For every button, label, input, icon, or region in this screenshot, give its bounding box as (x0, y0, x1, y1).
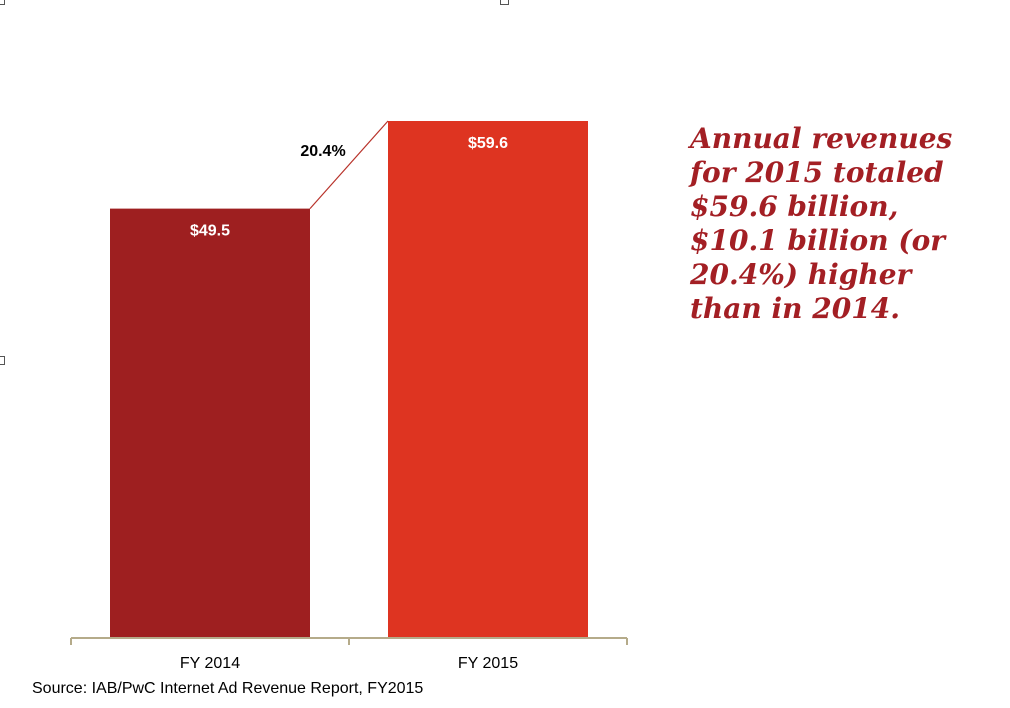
x-tick-label: FY 2014 (180, 655, 240, 672)
x-tick-label: FY 2015 (458, 655, 518, 672)
growth-label: 20.4% (300, 143, 345, 160)
selection-handle-top-middle (500, 0, 509, 5)
source-note: Source: IAB/PwC Internet Ad Revenue Repo… (32, 680, 424, 697)
bar-chart: $49.5 $59.6 20.4% FY 2014 FY 2015 (70, 120, 628, 672)
bar-fy-2014 (110, 208, 310, 638)
bar-fy-2015 (388, 121, 588, 638)
selection-handle-top-left (0, 0, 5, 5)
growth-connector-line (309, 120, 389, 210)
data-label: $59.6 (468, 135, 508, 152)
data-label: $49.5 (190, 223, 230, 240)
selection-handle-middle-left (0, 356, 5, 365)
headline-callout: Annual revenues for 2015 totaled $59.6 b… (690, 122, 953, 325)
